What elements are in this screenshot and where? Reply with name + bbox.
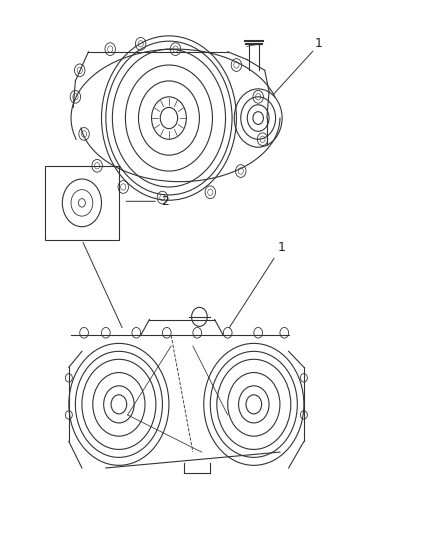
Text: 2: 2	[161, 195, 169, 208]
Text: 1: 1	[315, 37, 323, 50]
Text: 1: 1	[278, 241, 286, 254]
Bar	[45, 166, 119, 240]
